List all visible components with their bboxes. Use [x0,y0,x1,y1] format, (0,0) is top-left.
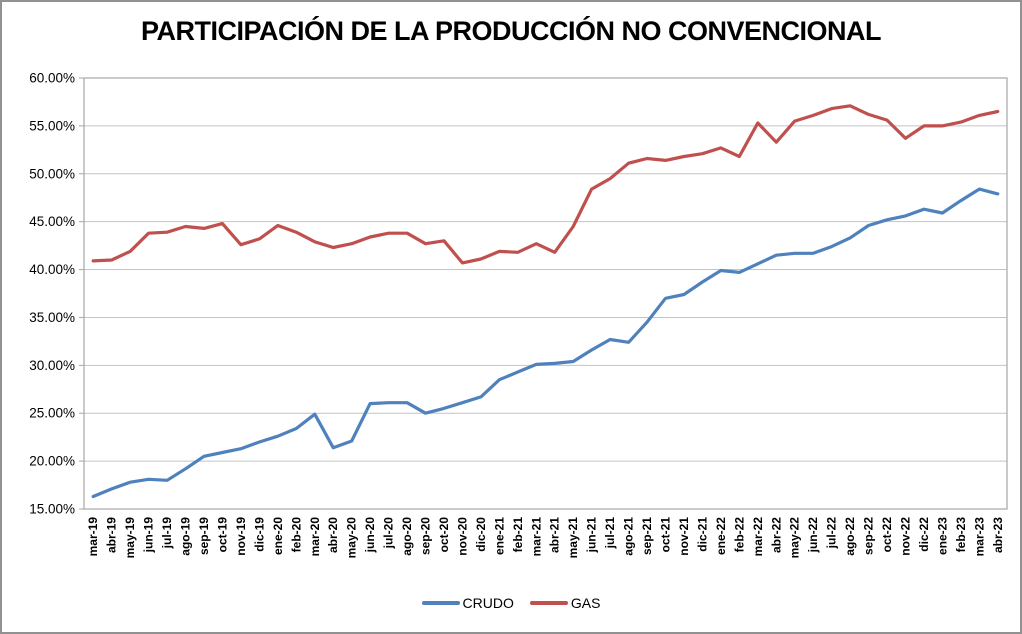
y-axis-label: 60.00% [29,71,75,86]
x-axis-label: may-22 [788,517,802,559]
x-axis-label: jun-21 [585,517,599,554]
plot-border [83,77,1008,510]
x-axis-label: sep-22 [862,517,876,555]
x-axis-label: feb-23 [954,517,968,553]
gas-series-line [91,104,1000,265]
legend-label-gas: GAS [570,595,601,611]
x-axis-label: abr-19 [105,517,119,553]
x-axis-label: dic-21 [695,517,709,552]
x-axis-label: may-20 [345,517,359,559]
x-axis-label: ene-20 [271,517,285,555]
x-axis-label: oct-22 [880,517,894,553]
chart-title: PARTICIPACIÓN DE LA PRODUCCIÓN NO CONVEN… [140,16,882,46]
legend-item-crudo: CRUDO [421,595,514,611]
x-axis-label: jul-22 [825,517,839,550]
x-axis-label: may-21 [566,517,580,559]
y-axis-label: 20.00% [29,454,75,469]
x-axis-label: nov-19 [234,517,248,556]
y-axis-label: 35.00% [29,310,75,325]
y-axis-label: 50.00% [29,166,75,181]
x-axis-label: abr-22 [769,517,783,553]
x-axis-label: jul-21 [603,517,617,550]
x-axis-label: ago-19 [179,517,193,556]
x-axis-label: ago-21 [622,517,636,556]
x-axis-label: sep-21 [640,517,654,555]
x-axis-label: ene-23 [935,517,949,555]
x-axis-label: oct-21 [658,517,672,553]
y-axis-label: 40.00% [29,262,75,277]
x-axis-label: dic-19 [252,517,266,552]
legend-item-gas: GAS [529,595,601,611]
x-axis-label: abr-20 [326,517,340,553]
y-axis-label: 55.00% [29,118,75,133]
chart-legend: CRUDO GAS [2,595,1020,611]
x-axis-label: jun-19 [142,517,156,554]
x-axis-label: mar-22 [751,517,765,557]
x-axis-label: jun-22 [806,517,820,554]
crudo-series-line [91,187,1000,499]
x-axis-label: jun-20 [363,517,377,554]
crudo-line-swatch-icon [421,601,460,605]
x-axis-label: mar-23 [972,517,986,557]
x-axis-label: dic-20 [474,517,488,552]
x-axis-label: ene-21 [492,517,506,555]
x-axis-label: mar-19 [86,517,100,557]
x-axis-label: oct-19 [215,517,229,553]
x-axis-label: sep-19 [197,517,211,555]
y-axis-label: 30.00% [29,358,75,373]
x-axis-label: abr-21 [548,517,562,553]
y-axis-label: 15.00% [29,502,75,517]
x-axis-label: feb-20 [289,517,303,553]
y-axis-label: 25.00% [29,406,75,421]
x-axis-label: jul-20 [382,517,396,550]
x-axis-label: feb-21 [511,517,525,553]
x-axis-label: mar-21 [529,517,543,557]
gas-line-swatch-icon [529,601,568,605]
x-axis-label: feb-22 [732,517,746,553]
x-axis-label: nov-21 [677,517,691,556]
x-axis-label: dic-22 [917,517,931,552]
x-axis-label: ago-22 [843,517,857,556]
legend-label-crudo: CRUDO [462,595,514,611]
x-axis-label: nov-22 [898,517,912,556]
x-axis-label: ene-22 [714,517,728,555]
x-axis-label: mar-20 [308,517,322,557]
x-axis-label: may-19 [123,517,137,559]
x-axis-label: sep-20 [419,517,433,555]
x-axis-label: abr-23 [991,517,1005,553]
x-axis-label: ago-20 [400,517,414,556]
x-axis-label: nov-20 [455,517,469,556]
x-axis-label: oct-20 [437,517,451,553]
y-axis-label: 45.00% [29,214,75,229]
x-axis-label: jul-19 [160,517,174,550]
